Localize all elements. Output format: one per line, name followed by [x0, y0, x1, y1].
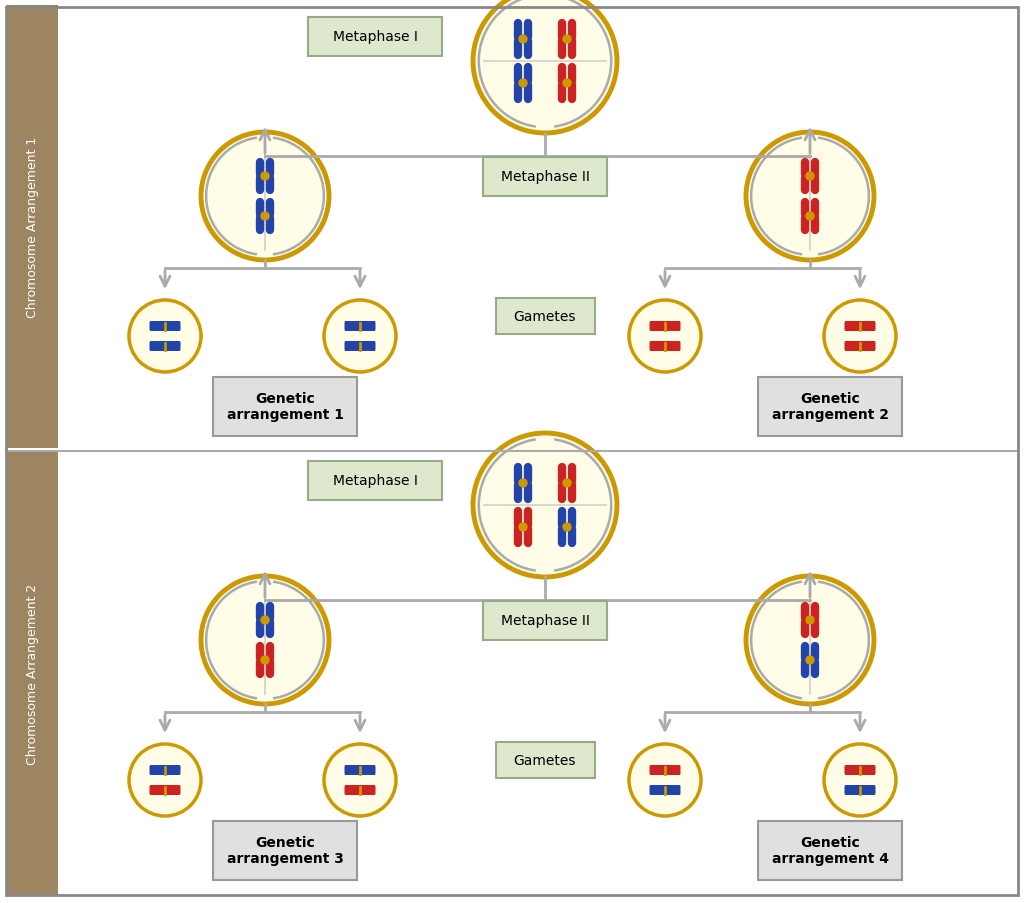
Circle shape: [261, 656, 269, 665]
Circle shape: [261, 617, 269, 624]
Circle shape: [201, 576, 329, 704]
Circle shape: [473, 0, 617, 134]
FancyBboxPatch shape: [649, 341, 681, 351]
FancyBboxPatch shape: [150, 321, 180, 331]
FancyBboxPatch shape: [758, 377, 902, 436]
Circle shape: [806, 172, 814, 181]
Text: Metaphase I: Metaphase I: [333, 30, 418, 44]
Circle shape: [201, 133, 329, 261]
Circle shape: [563, 524, 571, 531]
Text: Gametes: Gametes: [514, 310, 577, 323]
Circle shape: [806, 213, 814, 220]
Circle shape: [563, 36, 571, 44]
Circle shape: [629, 301, 701, 373]
Text: Metaphase II: Metaphase II: [501, 170, 590, 184]
Text: Genetic
arrangement 3: Genetic arrangement 3: [226, 835, 343, 865]
FancyBboxPatch shape: [649, 765, 681, 775]
Circle shape: [129, 301, 201, 373]
Circle shape: [563, 79, 571, 88]
FancyBboxPatch shape: [213, 377, 357, 436]
FancyBboxPatch shape: [344, 765, 376, 775]
FancyBboxPatch shape: [344, 321, 376, 331]
Circle shape: [746, 576, 874, 704]
Circle shape: [519, 36, 527, 44]
Circle shape: [261, 213, 269, 220]
FancyBboxPatch shape: [213, 821, 357, 880]
Text: Metaphase II: Metaphase II: [501, 613, 590, 628]
Text: Gametes: Gametes: [514, 753, 577, 768]
FancyBboxPatch shape: [483, 600, 607, 640]
FancyBboxPatch shape: [483, 157, 607, 196]
Circle shape: [324, 301, 396, 373]
FancyBboxPatch shape: [496, 299, 595, 335]
Circle shape: [806, 656, 814, 665]
FancyBboxPatch shape: [150, 765, 180, 775]
FancyBboxPatch shape: [845, 341, 876, 351]
Circle shape: [824, 744, 896, 816]
Text: Genetic
arrangement 4: Genetic arrangement 4: [771, 835, 889, 865]
Bar: [6, 6, 58, 449]
FancyBboxPatch shape: [649, 785, 681, 796]
Text: Chromosome Arrangement 1: Chromosome Arrangement 1: [26, 136, 39, 318]
FancyBboxPatch shape: [308, 461, 442, 500]
FancyBboxPatch shape: [758, 821, 902, 880]
FancyBboxPatch shape: [845, 321, 876, 331]
Text: Genetic
arrangement 2: Genetic arrangement 2: [771, 392, 889, 422]
FancyBboxPatch shape: [496, 742, 595, 778]
Circle shape: [824, 301, 896, 373]
Bar: [6, 452, 58, 895]
Circle shape: [563, 479, 571, 488]
Circle shape: [519, 479, 527, 488]
Text: Metaphase I: Metaphase I: [333, 473, 418, 488]
FancyBboxPatch shape: [845, 765, 876, 775]
Circle shape: [519, 524, 527, 531]
Circle shape: [519, 79, 527, 88]
Text: Chromosome Arrangement 2: Chromosome Arrangement 2: [26, 583, 39, 764]
FancyBboxPatch shape: [150, 785, 180, 796]
FancyBboxPatch shape: [308, 17, 442, 56]
Circle shape: [473, 433, 617, 577]
FancyBboxPatch shape: [649, 321, 681, 331]
Circle shape: [129, 744, 201, 816]
Circle shape: [261, 172, 269, 181]
FancyBboxPatch shape: [344, 785, 376, 796]
Circle shape: [806, 617, 814, 624]
FancyBboxPatch shape: [845, 785, 876, 796]
FancyBboxPatch shape: [150, 341, 180, 351]
FancyBboxPatch shape: [344, 341, 376, 351]
Circle shape: [746, 133, 874, 261]
Circle shape: [324, 744, 396, 816]
Circle shape: [629, 744, 701, 816]
Text: Genetic
arrangement 1: Genetic arrangement 1: [226, 392, 343, 422]
